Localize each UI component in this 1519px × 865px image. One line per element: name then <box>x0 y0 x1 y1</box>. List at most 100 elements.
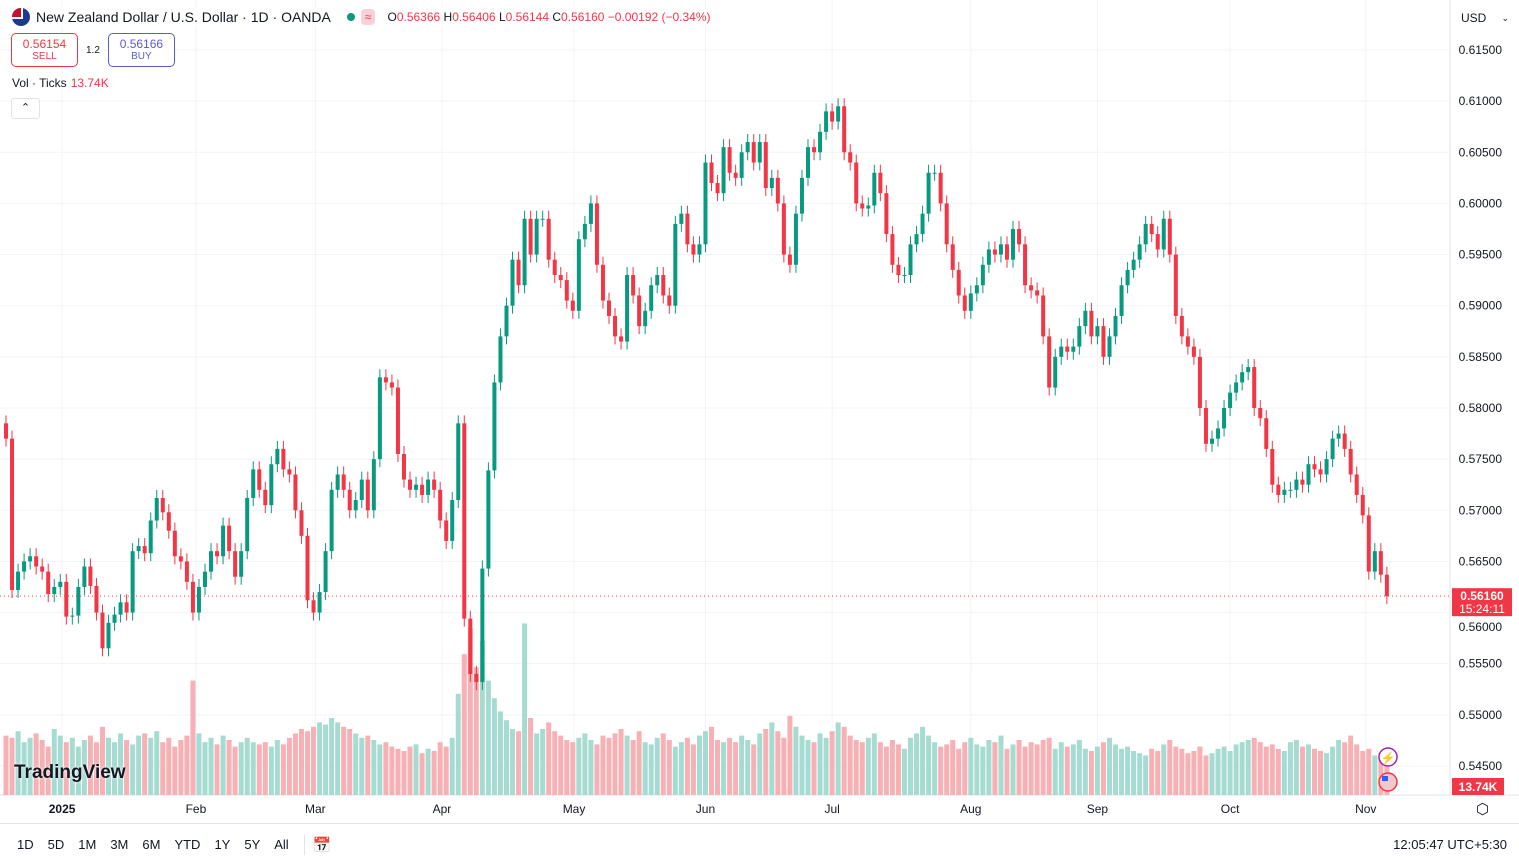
range-button-3m[interactable]: 3M <box>110 837 129 852</box>
time-tick-label: Mar <box>305 802 326 816</box>
candle <box>52 578 57 603</box>
candle <box>88 558 93 594</box>
candle-body <box>4 423 8 439</box>
candle <box>408 471 413 498</box>
candle <box>426 471 431 503</box>
candle <box>100 604 105 657</box>
volume-bar <box>588 740 594 795</box>
volume-bar <box>654 737 660 795</box>
candle <box>1378 543 1383 583</box>
lightning-event-icon[interactable] <box>1378 747 1398 767</box>
candle-body <box>287 469 292 475</box>
range-button-5d[interactable]: 5D <box>47 837 65 852</box>
volume-legend[interactable]: Vol · Ticks 13.74K <box>12 76 109 90</box>
candle <box>257 461 262 498</box>
candle-body <box>570 300 575 311</box>
volume-bar <box>389 746 395 795</box>
buy-button[interactable]: 0.56166 BUY <box>107 33 175 67</box>
candle-body <box>902 275 907 277</box>
candle <box>733 164 738 186</box>
candle <box>166 504 171 539</box>
us-flag-event-icon[interactable] <box>1378 772 1398 792</box>
volume-bar <box>618 729 624 795</box>
candle <box>739 144 744 186</box>
sell-button[interactable]: 0.56154 SELL <box>11 33 78 67</box>
range-button-5y[interactable]: 5Y <box>244 837 261 852</box>
candle-body <box>1252 367 1257 408</box>
volume-bar <box>1360 751 1366 795</box>
candle <box>269 456 274 514</box>
symbol-title[interactable]: New Zealand Dollar / U.S. Dollar · 1D · … <box>36 9 331 25</box>
candle-body <box>166 512 171 531</box>
tradingview-logo[interactable]: TradingView <box>14 762 126 784</box>
candle <box>546 210 551 268</box>
candle <box>1011 220 1016 268</box>
candle <box>1149 215 1154 243</box>
clock-timezone[interactable]: 12:05:47 UTC+5:30 <box>1393 837 1507 852</box>
candle <box>1023 236 1028 294</box>
candle <box>136 538 141 560</box>
volume-bar <box>1064 746 1070 795</box>
range-button-ytd[interactable]: YTD <box>174 837 201 852</box>
candlestick-chart[interactable]: 0.61500 0.61000 0.60500 0.60000 0.59500 0.590… <box>0 0 1519 822</box>
currency-select[interactable]: USD ⌄ <box>1455 6 1515 30</box>
volume-bar <box>648 744 654 795</box>
candle <box>613 307 618 345</box>
calendar-go-to-date-icon[interactable]: 📅 <box>312 836 332 854</box>
range-button-6m[interactable]: 6M <box>142 837 161 852</box>
candle-body <box>576 239 581 311</box>
candle <box>1294 471 1299 498</box>
range-button-1d[interactable]: 1D <box>17 837 34 852</box>
candle-body <box>564 280 569 301</box>
volume-bar <box>1281 751 1287 795</box>
last-price-badge <box>1452 588 1512 617</box>
candle-body <box>136 546 141 552</box>
range-button-1y[interactable]: 1Y <box>214 837 231 852</box>
volume-bar <box>407 746 413 795</box>
volume-bar <box>1197 746 1203 795</box>
candle <box>709 154 714 191</box>
volume-bar <box>196 733 202 795</box>
candle-body <box>1101 326 1106 357</box>
candle-body <box>22 561 27 572</box>
range-buttons: 1D 5D 1M 3M 6M YTD 1Y 5Y All <box>10 837 296 852</box>
price-tick-label: 0.58000 <box>1459 401 1503 415</box>
candle <box>22 553 27 580</box>
volume-bar <box>1239 742 1245 795</box>
candle-body <box>154 497 159 521</box>
candle-body <box>854 162 859 204</box>
candle <box>414 476 419 498</box>
candle <box>1312 456 1317 478</box>
candle <box>866 197 871 217</box>
candle <box>1366 507 1371 580</box>
candle-body <box>908 244 913 276</box>
volume-bar <box>377 744 383 795</box>
candle <box>1035 282 1040 304</box>
candle-body <box>160 497 165 513</box>
candle-body <box>1131 259 1136 270</box>
candle-body <box>263 489 268 506</box>
candle-body <box>968 293 973 311</box>
collapse-legend-button[interactable]: ⌃ <box>11 98 40 119</box>
volume-bar <box>835 722 841 795</box>
candle-body <box>1065 346 1070 352</box>
volume-bar <box>226 740 232 795</box>
range-button-1m[interactable]: 1M <box>78 837 97 852</box>
candle-body <box>1083 310 1088 327</box>
volume-bar <box>437 742 443 795</box>
candle-body <box>1264 418 1269 449</box>
volume-bar <box>99 726 105 795</box>
trade-panel: 0.56154 SELL 1.2 0.56166 BUY <box>11 33 175 67</box>
range-button-all[interactable]: All <box>274 837 289 852</box>
candle-body <box>992 249 997 255</box>
volume-bar <box>1312 748 1318 795</box>
settings-gear-icon[interactable]: ⬡ <box>1476 801 1490 818</box>
candle-body <box>227 525 232 552</box>
volume-bar <box>998 735 1004 795</box>
volume-bar <box>534 733 540 795</box>
candle-body <box>998 244 1003 255</box>
candle <box>679 205 684 232</box>
candle-body <box>10 438 15 591</box>
candle-body <box>848 152 853 163</box>
price-tick-label: 0.54500 <box>1459 759 1503 773</box>
